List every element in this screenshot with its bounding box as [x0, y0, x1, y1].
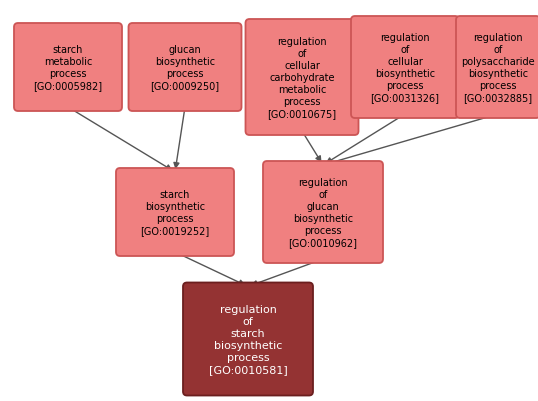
FancyBboxPatch shape — [245, 20, 358, 136]
Text: starch
biosynthetic
process
[GO:0019252]: starch biosynthetic process [GO:0019252] — [140, 190, 210, 235]
Text: regulation
of
glucan
biosynthetic
process
[GO:0010962]: regulation of glucan biosynthetic proces… — [288, 178, 357, 247]
Text: glucan
biosynthetic
process
[GO:0009250]: glucan biosynthetic process [GO:0009250] — [151, 45, 220, 91]
Text: starch
metabolic
process
[GO:0005982]: starch metabolic process [GO:0005982] — [33, 45, 103, 91]
Text: regulation
of
cellular
carbohydrate
metabolic
process
[GO:0010675]: regulation of cellular carbohydrate meta… — [267, 37, 337, 119]
FancyBboxPatch shape — [456, 17, 538, 119]
FancyBboxPatch shape — [351, 17, 459, 119]
FancyBboxPatch shape — [183, 283, 313, 395]
FancyBboxPatch shape — [116, 168, 234, 256]
FancyBboxPatch shape — [263, 162, 383, 263]
Text: regulation
of
polysaccharide
biosynthetic
process
[GO:0032885]: regulation of polysaccharide biosyntheti… — [461, 33, 535, 103]
Text: regulation
of
cellular
biosynthetic
process
[GO:0031326]: regulation of cellular biosynthetic proc… — [371, 33, 440, 103]
Text: regulation
of
starch
biosynthetic
process
[GO:0010581]: regulation of starch biosynthetic proces… — [209, 304, 287, 374]
FancyBboxPatch shape — [14, 24, 122, 112]
FancyBboxPatch shape — [129, 24, 242, 112]
